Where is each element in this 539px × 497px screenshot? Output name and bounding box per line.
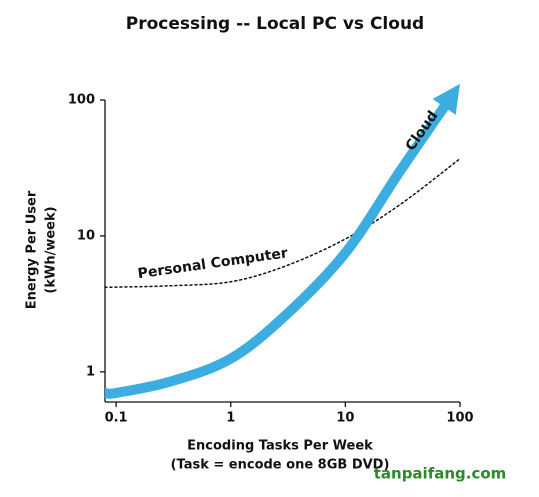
x-tick-label: 10 [336, 411, 354, 426]
arrowhead [432, 83, 460, 115]
series-line [104, 157, 461, 288]
chart-title: Processing -- Local PC vs Cloud [126, 14, 424, 34]
x-tick-label: 0.1 [105, 411, 128, 426]
x-tick-label: 1 [226, 411, 235, 426]
y-tick-label: 10 [77, 228, 95, 243]
x-tick-label: 100 [446, 411, 473, 426]
series-line [103, 97, 454, 399]
y-tick-label: 100 [68, 93, 95, 108]
x-axis-title: Encoding Tasks Per Week [187, 439, 373, 454]
y-axis-title: (kWh/week) [44, 206, 59, 293]
series-label: Personal Computer [137, 245, 289, 282]
x-axis-title: (Task = encode one 8GB DVD) [171, 458, 390, 473]
y-tick-label: 1 [86, 364, 95, 379]
y-axis-title: Energy Per User [25, 190, 40, 309]
watermark: tanpaifang.com [374, 465, 507, 483]
